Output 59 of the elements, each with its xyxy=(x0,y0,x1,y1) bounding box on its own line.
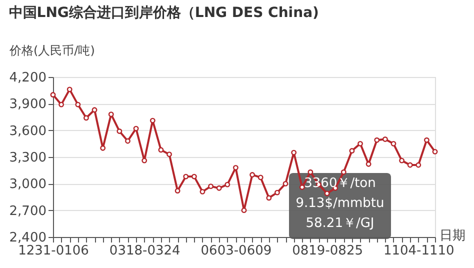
point xyxy=(258,174,264,180)
point xyxy=(250,172,256,178)
point xyxy=(92,107,98,113)
point xyxy=(374,137,380,143)
point xyxy=(100,145,106,151)
point xyxy=(133,126,139,132)
point xyxy=(174,188,180,194)
x-axis-title: 日期 xyxy=(440,228,466,244)
x-tick-label: 0819-0825 xyxy=(292,244,363,258)
point xyxy=(83,115,89,121)
point xyxy=(299,184,305,190)
x-tick-label: 1231-0106 xyxy=(18,244,89,258)
point xyxy=(66,86,72,92)
point xyxy=(150,118,156,124)
point xyxy=(399,158,405,164)
point xyxy=(241,208,247,214)
point xyxy=(340,169,346,175)
y-tick-label: 3,300 xyxy=(9,150,46,166)
point xyxy=(158,147,164,153)
point xyxy=(324,190,330,196)
y-tick-label: 2,400 xyxy=(9,230,46,246)
x-tick-label: 0318-0324 xyxy=(109,244,180,258)
point xyxy=(274,190,280,196)
point xyxy=(282,180,288,186)
y-tick-label: 2,700 xyxy=(9,204,46,219)
y-tick-label: 3,600 xyxy=(9,124,46,139)
point xyxy=(390,140,396,146)
y-tick-label: 3,900 xyxy=(9,97,46,112)
y-tick-label: 4,200 xyxy=(9,70,46,86)
point xyxy=(232,164,238,170)
point xyxy=(224,182,230,188)
point xyxy=(58,102,64,108)
point xyxy=(166,152,172,158)
point xyxy=(216,185,222,191)
point xyxy=(349,148,355,154)
point xyxy=(291,150,297,156)
point xyxy=(200,188,206,194)
point xyxy=(407,162,413,168)
point xyxy=(416,162,422,168)
point xyxy=(358,140,363,146)
annotation: 3360￥/ton 9.13$/mmbtu 58.21￥/GJ xyxy=(296,176,384,231)
point xyxy=(424,137,430,143)
x-tick-label: 1104-1110 xyxy=(383,244,454,258)
point xyxy=(208,184,214,190)
y-tick-label: 3,000 xyxy=(9,177,46,192)
point xyxy=(432,148,438,154)
point xyxy=(308,169,314,175)
point xyxy=(50,92,56,98)
y-axis-title: 价格(人民币/吨) xyxy=(8,44,95,58)
point xyxy=(266,195,272,201)
point xyxy=(191,174,197,180)
point xyxy=(183,174,189,180)
x-tick-label: 0603-0609 xyxy=(200,244,272,258)
point xyxy=(382,136,388,142)
point xyxy=(125,138,130,144)
point xyxy=(116,128,122,134)
point xyxy=(75,102,81,108)
point xyxy=(142,158,148,164)
chart-title: 中国LNG综合进口到岸价格（LNG DES China) xyxy=(8,4,319,21)
